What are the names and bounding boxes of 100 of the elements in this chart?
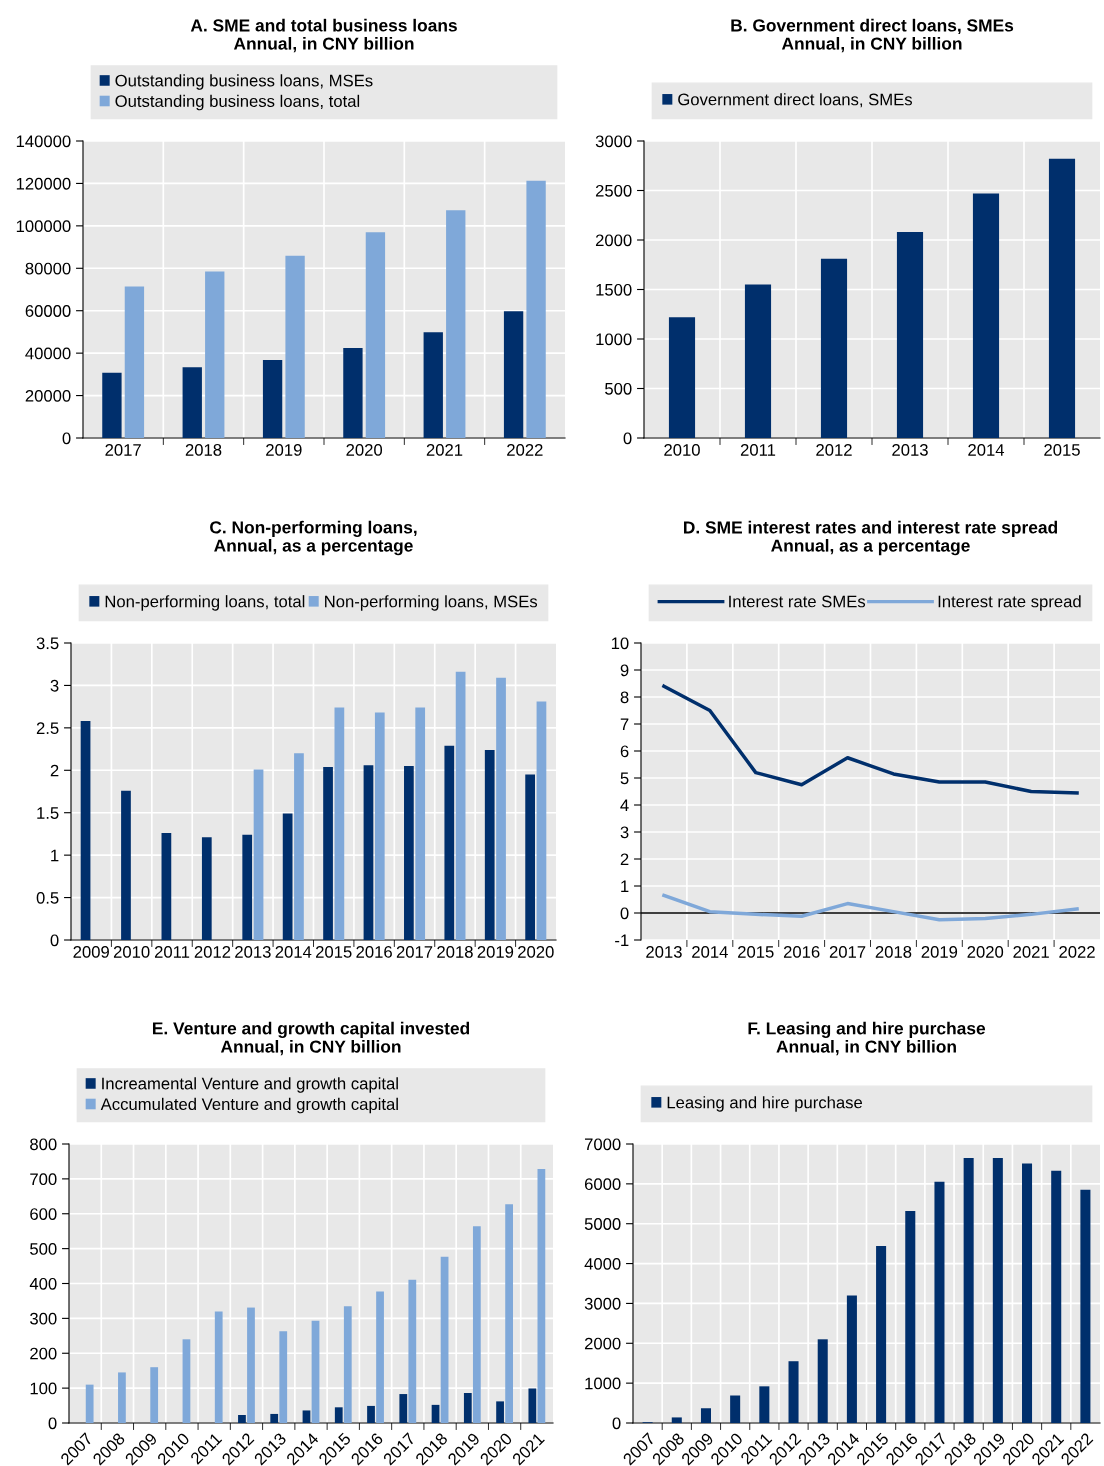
bar: [1022, 1163, 1033, 1423]
y-tick-label: 20000: [25, 389, 71, 402]
line-series: [662, 684, 1079, 795]
y-tick-label: 6: [620, 745, 629, 758]
bar: [294, 753, 304, 940]
bar: [334, 707, 345, 940]
x-tick-label: 2016: [783, 946, 820, 958]
y-tick-label: 100000: [16, 220, 71, 233]
bar: [876, 1246, 887, 1423]
y-tick-label: 3: [620, 826, 629, 839]
y-tick-label: 2000: [584, 1337, 621, 1350]
x-tick-label: 2011: [154, 946, 190, 958]
bar: [528, 1388, 537, 1423]
bar: [376, 1291, 384, 1423]
bar: [472, 1226, 481, 1423]
y-tick-label: 80000: [25, 262, 71, 275]
x-tick-label: 2016: [356, 946, 392, 958]
legend-label: Outstanding business loans, total: [115, 94, 360, 111]
x-tick-label: 2017: [396, 946, 433, 958]
x-tick-label: 2018: [437, 946, 473, 958]
bar: [992, 1157, 1003, 1423]
bar: [323, 766, 333, 940]
chart-subtitle: Annual, as a percentage: [771, 539, 970, 556]
y-tick-label: 6000: [584, 1178, 621, 1191]
x-tick-label: 2014: [275, 946, 312, 958]
y-tick-label: 2.5: [36, 722, 59, 735]
legend-label: Government direct loans, SMEs: [678, 93, 913, 108]
x-tick-label: 2022: [1059, 946, 1095, 958]
y-tick-label: 2000: [595, 234, 632, 247]
bar: [214, 1311, 223, 1423]
bar: [1080, 1189, 1091, 1423]
y-tick-label: 40000: [25, 347, 71, 360]
bar: [496, 677, 506, 940]
y-tick-label: 0: [620, 907, 629, 920]
bar: [788, 1361, 799, 1423]
bar: [399, 1394, 408, 1423]
y-tick-label: 0: [50, 934, 59, 947]
x-tick-label: 2020: [967, 946, 1004, 958]
bar: [744, 284, 772, 438]
x-tick-label: 2013: [646, 946, 682, 958]
y-tick-label: 1000: [585, 1377, 621, 1390]
y-tick-label: 1.5: [37, 807, 59, 819]
bar: [404, 766, 414, 940]
x-tick-label: 2015: [316, 946, 352, 958]
bar: [668, 317, 696, 438]
chart-title: E. Venture and growth capital invested: [152, 1021, 470, 1038]
bar: [343, 1306, 352, 1423]
bar: [205, 271, 225, 438]
bar: [446, 210, 466, 438]
y-tick-label: 140000: [16, 135, 71, 148]
x-tick-label: 2021: [426, 444, 463, 456]
bar: [505, 1204, 513, 1423]
y-tick-label: 300: [30, 1312, 57, 1325]
bar: [365, 232, 386, 438]
y-tick-label: 3: [50, 679, 59, 692]
y-tick-label: 3000: [595, 135, 632, 148]
bar: [343, 348, 363, 438]
bar: [285, 255, 305, 438]
bar: [262, 359, 283, 438]
bar: [440, 1256, 449, 1423]
bar: [253, 769, 264, 940]
x-tick-label: 2011: [740, 444, 776, 456]
bar: [700, 1408, 711, 1423]
bar: [759, 1386, 770, 1423]
bar: [302, 1410, 311, 1423]
bar: [905, 1210, 916, 1423]
bar: [279, 1331, 288, 1423]
bar: [270, 1413, 279, 1423]
y-tick-label: 1000: [596, 333, 632, 346]
y-tick-label: 1500: [596, 283, 632, 296]
y-tick-label: 500: [605, 382, 632, 395]
bar: [80, 721, 91, 940]
bar: [934, 1181, 945, 1423]
x-tick-label: 2017: [829, 946, 866, 958]
y-tick-label: 700: [30, 1173, 57, 1186]
chart-subtitle: Annual, in CNY billion: [776, 1040, 956, 1056]
bar: [444, 745, 455, 940]
y-tick-label: 100: [30, 1382, 57, 1395]
bar: [896, 232, 924, 438]
x-tick-label: 2014: [692, 946, 728, 958]
bar: [242, 834, 253, 940]
chart-title: F. Leasing and hire purchase: [748, 1021, 986, 1038]
y-tick-label: 500: [30, 1243, 57, 1255]
bar: [311, 1320, 320, 1423]
y-tick-label: 5: [620, 772, 629, 785]
y-tick-label: 0: [623, 432, 632, 445]
y-tick-label: 7000: [584, 1138, 621, 1151]
bar: [496, 1401, 504, 1423]
y-tick-label: 800: [30, 1138, 57, 1151]
x-tick-label: 2019: [921, 946, 958, 958]
legend-label: Interest rate spread: [938, 595, 1081, 611]
y-tick-label: 1: [51, 849, 59, 862]
bar: [972, 193, 1000, 438]
x-tick-label: 2018: [875, 946, 912, 958]
x-tick-label: 2022: [507, 444, 543, 456]
chart-subtitle: Annual, as a percentage: [214, 539, 413, 556]
legend-label: Non-performing loans, MSEs: [325, 595, 538, 611]
bar: [247, 1307, 255, 1423]
bar: [537, 1169, 546, 1423]
bar: [201, 837, 212, 940]
